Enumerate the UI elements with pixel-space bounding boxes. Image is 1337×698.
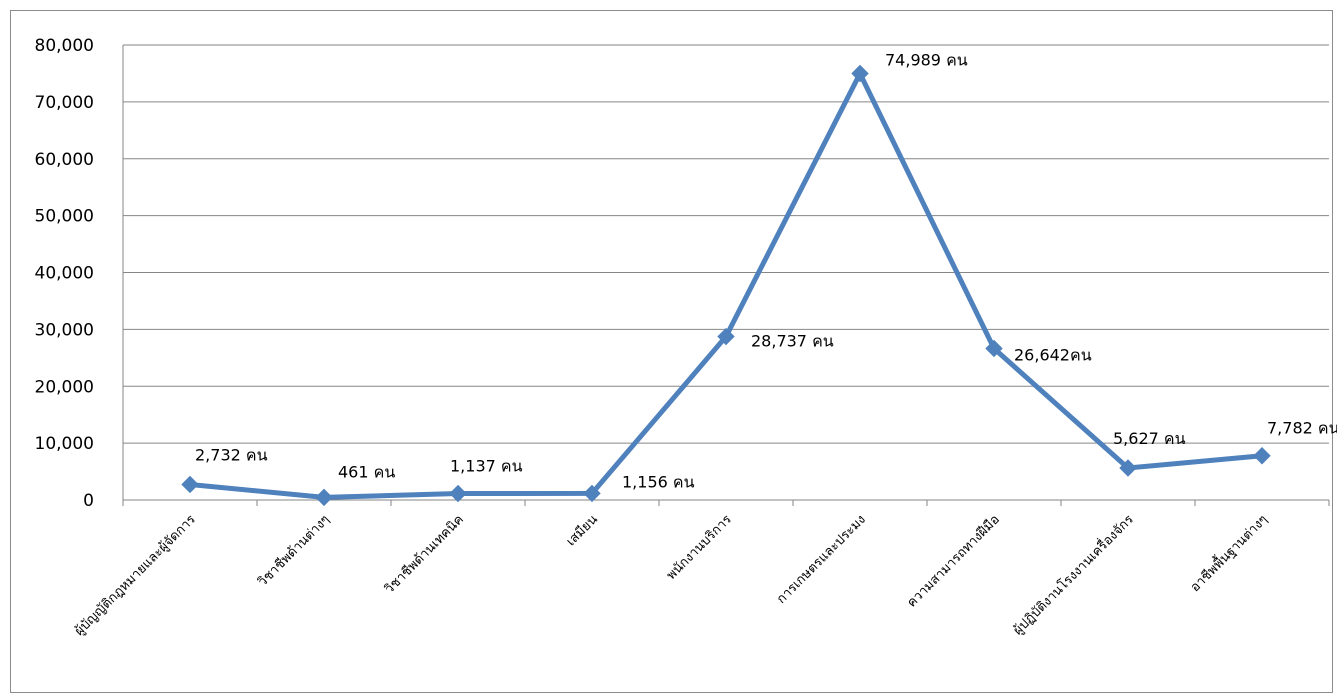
x-tick-label: วิชาชีพด้านเทคนิค [381,512,467,598]
y-tick-label: 70,000 [35,93,94,113]
y-tick-label: 0 [83,491,94,511]
x-tick-label: วิชาชีพด้านต่างๆ [254,512,333,591]
y-axis: 0 10,000 20,000 30,000 40,000 50,000 60,000 70,… [35,36,124,511]
x-tick-label: อาชีพพื้นฐานต่างๆ [1186,510,1271,595]
y-tick-label: 80,000 [35,36,94,56]
data-label: 28,737 คน [751,332,834,351]
series-line [181,64,1271,507]
data-point [1119,459,1137,477]
chart-frame [10,10,1333,693]
x-tick-label: พนักงานบริการ [664,512,735,583]
gridlines [123,44,1329,444]
data-label: 1,156 คน [622,472,695,491]
x-tick-label: การเกษตรและประมง [774,512,869,607]
data-label: 74,989 คน [885,51,968,70]
x-axis: ผู้บัญญัติกฎหมายและผู้จัดการ วิชาชีพด้านต… [72,499,1330,639]
x-tick-label: เสมียน [563,511,601,549]
data-label: 7,782 คน [1267,419,1337,438]
series-polyline [189,71,1263,500]
data-labels: 2,732 คน 461 คน 1,137 คน 1,156 คน 28,737 คน 7… [195,51,1337,492]
y-tick-label: 50,000 [35,207,94,227]
data-label: 461 คน [338,462,395,481]
y-tick-label: 30,000 [35,320,94,340]
data-point [315,488,333,507]
data-point [449,484,467,503]
y-tick-label: 40,000 [35,264,94,284]
data-point [1253,447,1271,465]
x-tick-label: ความสามารถทางฝีมือ [904,512,1003,611]
x-tick-label: ผู้ปฏิบัติงานโรงงานเครื่องจักร [1009,511,1137,639]
y-tick-label: 10,000 [35,434,94,454]
y-tick-label: 60,000 [35,150,94,170]
data-point [583,484,601,503]
data-label: 2,732 คน [195,445,268,464]
data-label: 26,642คน [1014,345,1092,364]
data-point [717,327,735,346]
data-label: 1,137 คน [450,457,523,476]
data-point [985,339,1003,358]
x-tick-label: ผู้บัญญัติกฎหมายและผู้จัดการ [72,512,199,639]
data-point [851,64,869,83]
data-point [181,475,199,494]
y-tick-label: 20,000 [35,377,94,397]
data-label: 5,627 คน [1113,429,1186,448]
